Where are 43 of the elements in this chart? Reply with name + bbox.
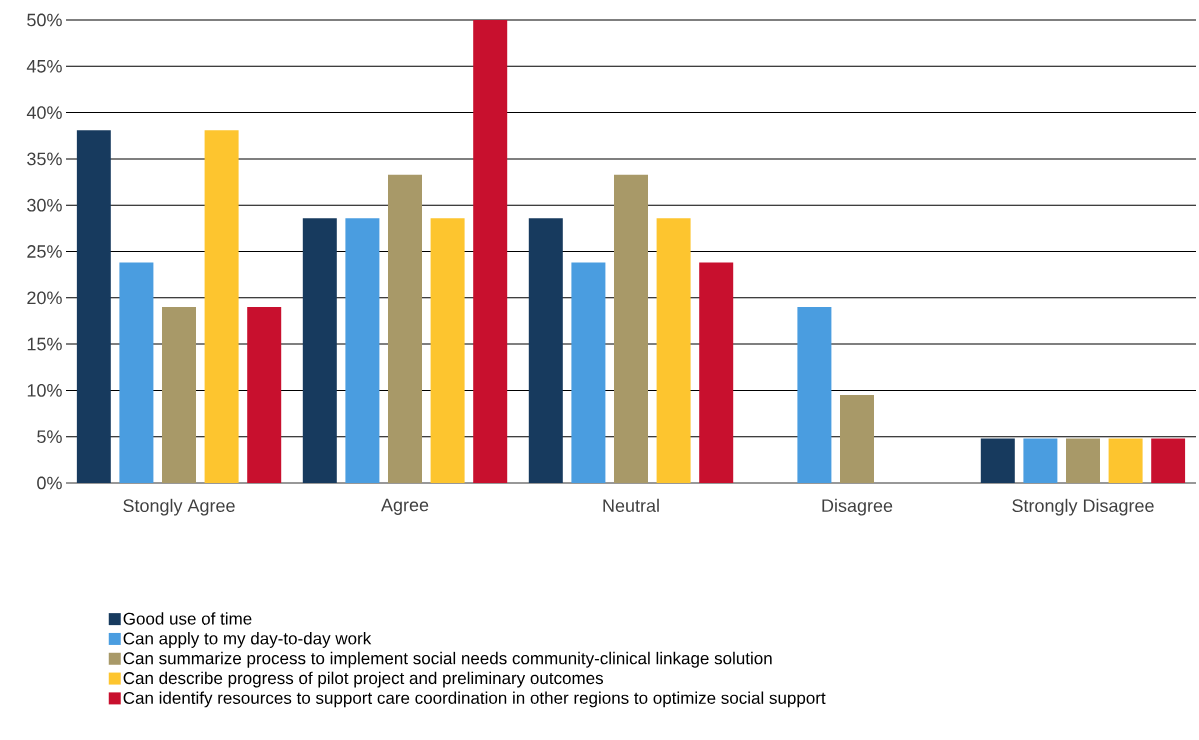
bar: [76, 130, 111, 483]
bar: [1023, 438, 1058, 483]
x-tick-label: Disagree: [822, 498, 893, 516]
legend-label: Good use of time: [123, 612, 252, 625]
legend-label: Can summarize process to implement social needs community-clinical linkage solution: [123, 651, 772, 668]
bar: [840, 395, 874, 483]
y-tick-label: 50%: [27, 13, 62, 27]
bar: [119, 262, 154, 483]
x-tick-label: Strongly Disagree: [1012, 498, 1154, 516]
bar: [528, 218, 563, 483]
bar: [473, 20, 508, 483]
y-tick-label: 25%: [27, 245, 62, 258]
x-tick-label: Stongly Agree: [123, 498, 235, 516]
bar: [571, 262, 606, 483]
bar: [614, 174, 648, 483]
y-tick-label: 10%: [27, 384, 62, 397]
legend-label: Can identify resources to support care coordination in other regions to optimize social support: [123, 691, 826, 708]
bar: [302, 218, 337, 483]
bar: [247, 307, 282, 483]
y-tick-label: 0%: [37, 476, 62, 490]
bar: [656, 218, 691, 483]
bar: [345, 218, 380, 483]
bar: [1066, 438, 1100, 483]
y-tick-label: 35%: [27, 152, 62, 166]
y-tick-label: 15%: [27, 337, 62, 351]
legend-label: Can describe progress of pilot project and preliminary outcomes: [123, 671, 604, 688]
bar: [980, 438, 1015, 483]
bar: [1108, 438, 1143, 483]
bar: [699, 262, 734, 483]
y-tick-label: 45%: [26, 59, 62, 73]
bar: [162, 307, 196, 483]
y-tick-label: 5%: [37, 430, 62, 444]
y-tick-label: 30%: [27, 198, 62, 212]
x-tick-label: Neutral: [603, 498, 659, 513]
bar: [388, 174, 422, 483]
bar: [204, 130, 239, 483]
y-tick-label: 20%: [27, 291, 62, 305]
legend-label: Can apply to my day-to-day work: [123, 632, 372, 648]
bar: [1151, 438, 1186, 483]
x-tick-label: Agree: [381, 498, 429, 515]
bar: [797, 307, 832, 483]
bar: [430, 218, 465, 483]
y-tick-label: 40%: [26, 106, 62, 119]
